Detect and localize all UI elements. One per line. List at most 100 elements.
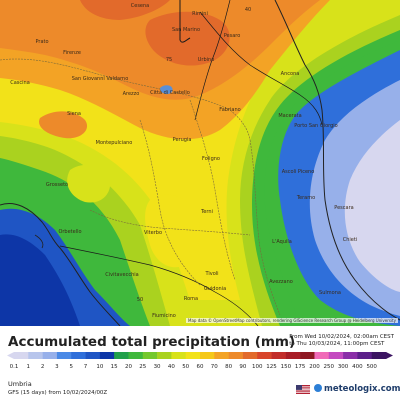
legend-swatch — [357, 352, 372, 359]
brand-logo[interactable]: meteologix.com — [314, 384, 400, 394]
legend-tick-label: 60 — [197, 364, 204, 370]
map-label: 50 — [136, 297, 144, 303]
city-label: Terni — [201, 209, 213, 215]
legend-tick-label: 150 — [281, 364, 292, 370]
us-flag-icon[interactable] — [296, 385, 310, 394]
legend-tick-label: 250 — [324, 364, 335, 370]
city-label: Rimini — [192, 11, 208, 17]
model-run: GFS (15 days) from 10/02/2024/00Z — [8, 390, 108, 396]
city-label: Roma — [183, 296, 199, 302]
legend-tick-label: 25 — [139, 364, 146, 370]
city-label: Civitavecchia — [105, 272, 139, 278]
legend-swatch — [228, 352, 244, 359]
legend-tick-label: 100 — [252, 364, 263, 370]
legend-swatch — [185, 352, 201, 359]
legend-swatch — [257, 352, 272, 359]
legend-tick-label: 70 — [211, 364, 218, 370]
city-label: Avezzano — [269, 279, 293, 285]
precipitation-legend: 0.1 1 2 3 5 7 10 15 20 25 30 40 50 60 70 80 90 100 125 150 1… — [7, 352, 393, 370]
legend-swatch — [214, 352, 229, 359]
city-label: Urbino — [197, 57, 215, 63]
legend-tick-label: 200 — [309, 364, 320, 370]
legend-tick-label: 300 — [338, 364, 349, 370]
region-name: Umbria — [8, 380, 32, 388]
forecast-period: From Wed 10/02/2024, 02:00am CEST to Thu… — [289, 334, 394, 348]
legend-tick-label: 40 — [168, 364, 175, 370]
city-label: San Giovanni Valdarno — [71, 76, 129, 82]
city-label: Porto San Giorgio — [294, 123, 338, 129]
city-label: Città di Castello — [150, 90, 190, 96]
city-label: Tivoli — [205, 271, 219, 277]
precipitation-map[interactable]: 75 50 40 Cesena Rimini Prato Firenze San… — [0, 0, 400, 326]
city-label: L'Aquila — [272, 239, 292, 245]
city-label: Pesaro — [223, 33, 241, 39]
city-label: Teramo — [296, 195, 316, 201]
legend-tick-label: 125 — [266, 364, 277, 370]
city-label: Fabriano — [219, 107, 241, 113]
legend-tick-label: 500 — [366, 364, 377, 370]
city-label: Ascoli Piceno — [281, 169, 315, 175]
legend-swatch — [99, 352, 115, 359]
city-label: Cascina — [10, 80, 30, 86]
legend-tick-label: 400 — [352, 364, 363, 370]
legend-tick-label: 80 — [225, 364, 232, 370]
city-label: Perugia — [172, 137, 192, 143]
legend-swatch — [242, 352, 258, 359]
city-label: Fiumicino — [152, 313, 176, 319]
legend-tick-label: 0.1 — [10, 364, 19, 370]
legend-swatch — [42, 352, 58, 359]
city-label: Arezzo — [122, 91, 140, 97]
legend-arrow-high — [386, 352, 393, 359]
city-label: Firenze — [63, 50, 81, 56]
legend-arrow-low — [7, 352, 14, 359]
legend-tick-label: 20 — [125, 364, 132, 370]
period-from: From Wed 10/02/2024, 02:00am CEST — [289, 334, 394, 340]
legend-tick-label: 5 — [69, 364, 73, 370]
legend-tick-label: 30 — [154, 364, 161, 370]
brand-name: meteologix.com — [324, 384, 400, 394]
legend-tick-label: 50 — [182, 364, 189, 370]
legend-swatch — [114, 352, 129, 359]
city-label: Chieti — [342, 237, 358, 243]
map-canvas — [0, 0, 400, 326]
legend-swatch — [285, 352, 301, 359]
city-label: Orbetello — [58, 229, 82, 235]
chart-title: Accumulated total precipitation (mm) — [8, 334, 296, 350]
map-label: 40 — [244, 7, 252, 13]
city-label dark: Macerata — [278, 113, 302, 119]
legend-swatch — [171, 352, 186, 359]
city-label: Grosseto — [45, 182, 69, 188]
meteologix-logo-icon — [314, 384, 322, 392]
legend-tick-label: 10 — [96, 364, 103, 370]
legend-tick-label: 175 — [295, 364, 306, 370]
city-label: Montepulciano — [95, 140, 133, 146]
legend-tick-label: 3 — [55, 364, 59, 370]
city-label: Viterbo — [143, 230, 163, 236]
legend-swatch — [28, 352, 43, 359]
map-label: 75 — [165, 57, 173, 63]
legend-swatch — [14, 352, 29, 359]
legend-swatch — [371, 352, 387, 359]
legend-tick-label: 15 — [111, 364, 118, 370]
city-label: Siena — [67, 111, 81, 117]
legend-swatch — [56, 352, 72, 359]
legend-tick-label: 1 — [27, 364, 31, 370]
legend-swatch — [300, 352, 315, 359]
legend-swatch — [314, 352, 330, 359]
city-label: Ancona — [280, 71, 300, 77]
city-label: Guidonia — [203, 286, 227, 292]
legend-swatch — [200, 352, 215, 359]
legend-swatch — [142, 352, 158, 359]
map-attribution: Map data © OpenStreetMap contributors, r… — [186, 318, 398, 323]
legend-swatch — [328, 352, 344, 359]
city-label: Cesena — [130, 3, 150, 9]
legend-tick-label: 90 — [239, 364, 246, 370]
city-label: Pescara — [334, 205, 354, 211]
city-label: Sulmona — [319, 290, 341, 296]
legend-swatch — [271, 352, 287, 359]
legend-swatch — [71, 352, 86, 359]
city-label: Prato — [35, 39, 49, 45]
legend-swatch — [157, 352, 172, 359]
period-to: to Thu 10/03/2024, 11:00pm CEST — [289, 341, 385, 347]
legend-swatch — [85, 352, 101, 359]
